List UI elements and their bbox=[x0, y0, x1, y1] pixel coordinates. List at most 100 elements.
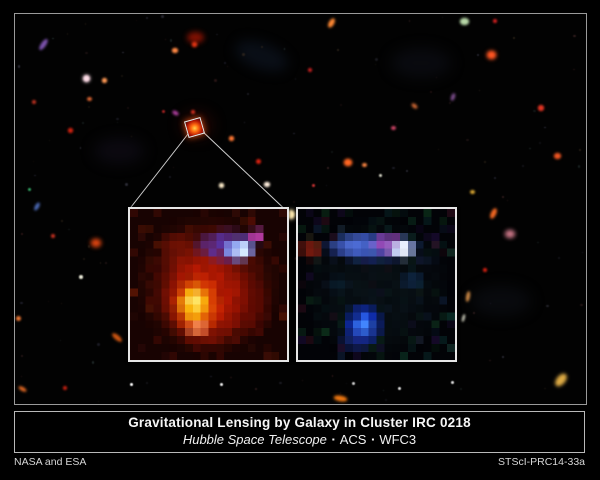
star bbox=[311, 183, 315, 187]
faint-star bbox=[522, 165, 524, 168]
faint-star bbox=[116, 117, 119, 121]
star bbox=[553, 372, 569, 388]
star bbox=[110, 331, 124, 343]
inset-wfc3-image bbox=[298, 209, 455, 360]
faint-star bbox=[546, 304, 549, 308]
instrument-acs: ACS bbox=[339, 432, 367, 448]
star bbox=[505, 230, 515, 238]
telescope-name: Hubble Space Telescope bbox=[182, 432, 327, 448]
faint-star bbox=[382, 390, 385, 392]
faint-star bbox=[507, 199, 509, 201]
faint-star bbox=[84, 23, 87, 25]
faint-star bbox=[247, 93, 250, 96]
star bbox=[230, 34, 292, 78]
faint-star bbox=[88, 245, 91, 248]
faint-star bbox=[130, 135, 133, 137]
faint-star bbox=[230, 376, 232, 379]
faint-star bbox=[224, 62, 227, 64]
star bbox=[91, 239, 101, 247]
star bbox=[326, 17, 336, 29]
faint-star bbox=[80, 147, 82, 149]
faint-star bbox=[436, 76, 438, 78]
star bbox=[37, 37, 49, 51]
credit-stsci-id: STScI-PRC14-33a bbox=[498, 456, 585, 468]
square-separator-icon: ▪ bbox=[331, 435, 335, 445]
inset-wfc3 bbox=[296, 207, 457, 362]
faint-star bbox=[169, 39, 173, 42]
star bbox=[63, 386, 67, 390]
faint-star bbox=[91, 361, 95, 364]
star bbox=[351, 381, 355, 385]
star bbox=[493, 19, 497, 23]
faint-star bbox=[117, 121, 119, 123]
faint-star bbox=[501, 355, 504, 358]
faint-star bbox=[385, 399, 388, 402]
star bbox=[27, 187, 31, 191]
faint-star bbox=[105, 262, 107, 264]
star bbox=[460, 313, 466, 323]
star bbox=[308, 68, 312, 72]
faint-star bbox=[325, 185, 327, 187]
faint-star bbox=[124, 183, 128, 187]
instrument-wfc3: WFC3 bbox=[379, 432, 417, 448]
faint-star bbox=[169, 176, 172, 178]
faint-star bbox=[120, 75, 123, 78]
star bbox=[191, 110, 195, 114]
star bbox=[483, 268, 487, 272]
faint-star bbox=[164, 38, 166, 40]
faint-star bbox=[490, 303, 492, 305]
star bbox=[391, 48, 451, 78]
faint-star bbox=[242, 172, 244, 175]
star bbox=[129, 382, 133, 386]
faint-star bbox=[392, 166, 395, 170]
star bbox=[17, 385, 27, 393]
faint-star bbox=[34, 175, 36, 177]
faint-star bbox=[226, 65, 229, 68]
faint-star bbox=[260, 46, 263, 49]
faint-star bbox=[33, 160, 35, 162]
faint-star bbox=[405, 170, 408, 173]
star bbox=[94, 138, 144, 164]
faint-star bbox=[210, 375, 213, 378]
star bbox=[228, 135, 234, 141]
faint-star bbox=[292, 200, 295, 203]
faint-star bbox=[214, 79, 218, 82]
faint-star bbox=[538, 141, 542, 145]
faint-star bbox=[20, 301, 23, 305]
faint-star bbox=[61, 302, 63, 304]
star bbox=[450, 380, 454, 384]
faint-star bbox=[580, 303, 583, 307]
faint-star bbox=[502, 196, 504, 199]
star bbox=[410, 102, 418, 110]
faint-star bbox=[97, 342, 100, 346]
faint-star bbox=[17, 65, 20, 68]
faint-star bbox=[161, 15, 164, 18]
star bbox=[172, 47, 178, 53]
faint-star bbox=[82, 121, 84, 124]
faint-star bbox=[476, 53, 479, 56]
caption-box: Gravitational Lensing by Galaxy in Clust… bbox=[14, 411, 585, 453]
faint-star bbox=[479, 89, 481, 91]
faint-star bbox=[68, 228, 70, 231]
star bbox=[218, 182, 224, 188]
star bbox=[101, 77, 107, 83]
faint-star bbox=[242, 53, 246, 56]
faint-star bbox=[59, 339, 61, 341]
faint-star bbox=[20, 232, 23, 235]
caption-title: Gravitational Lensing by Galaxy in Clust… bbox=[128, 415, 471, 431]
faint-star bbox=[449, 102, 451, 105]
faint-star bbox=[52, 37, 54, 40]
faint-star bbox=[99, 262, 102, 265]
faint-star bbox=[429, 90, 433, 94]
inset-acs bbox=[128, 207, 289, 362]
inset-acs-image bbox=[130, 209, 287, 360]
star bbox=[469, 190, 475, 194]
star bbox=[538, 105, 544, 111]
faint-star bbox=[330, 151, 333, 153]
star bbox=[186, 31, 204, 43]
star bbox=[285, 209, 295, 219]
faint-star bbox=[61, 219, 64, 222]
faint-star bbox=[557, 256, 560, 259]
faint-star bbox=[47, 300, 50, 303]
